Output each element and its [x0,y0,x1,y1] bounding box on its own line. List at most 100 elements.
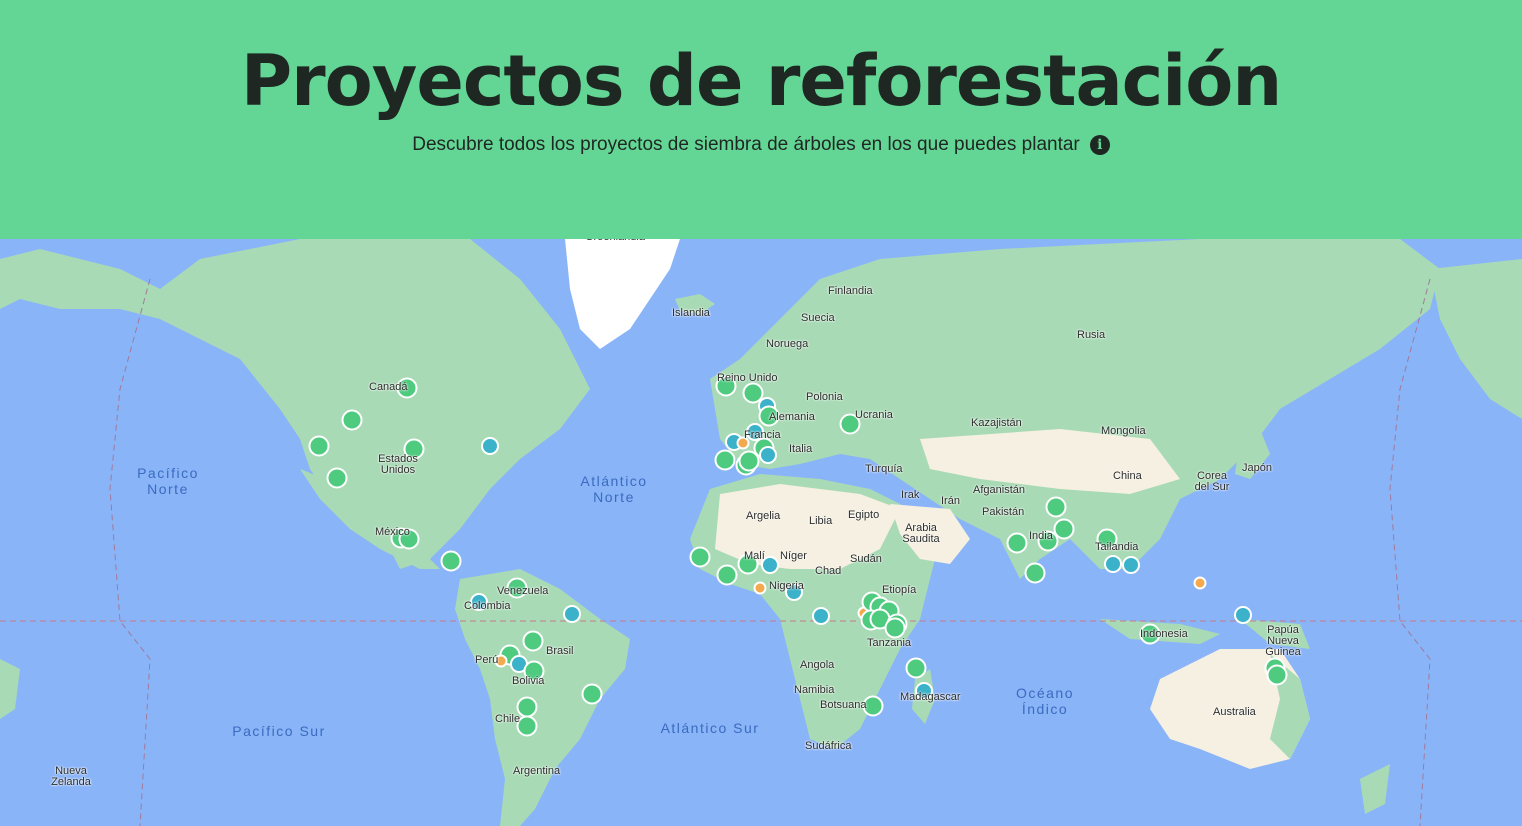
map-label-irak: Irak [901,489,920,501]
ocean-label-pacifico-norte: Pacífico Norte [137,465,199,497]
map-label-colombia: Colombia [464,600,511,612]
map-label-papua-nueva-guinea: Papúa Nueva Guinea [1265,624,1301,658]
map-label-argelia: Argelia [746,510,781,522]
map-label-tailandia: Tailandia [1095,541,1139,553]
map-label-ucrania: Ucrania [855,409,893,421]
project-marker[interactable] [1104,555,1122,573]
map-label-nueva-zelanda: Nueva Zelanda [51,765,91,788]
map-label-estados-unidos: Estados Unidos [378,453,418,476]
map-label-corea-del-sur: Corea del Sur [1194,470,1230,493]
ocean-label-atlantico-norte: Atlántico Norte [580,473,648,505]
project-marker[interactable] [761,556,779,574]
map-label-angola: Angola [800,659,835,671]
world-map[interactable]: Groenlandia Islandia Finlandia Suecia No… [0,239,1522,826]
map-label-alemania: Alemania [769,411,815,423]
project-marker[interactable] [523,660,545,682]
project-marker[interactable] [742,382,764,404]
project-marker[interactable] [308,435,330,457]
ocean-label-oceano-indico: Océano Índico [1015,685,1075,717]
map-label-italia: Italia [789,443,813,455]
project-marker[interactable] [516,696,538,718]
ocean-label-pacifico-sur: Pacífico Sur [232,723,326,739]
project-marker[interactable] [1139,623,1161,645]
project-marker[interactable] [1234,606,1252,624]
project-marker[interactable] [396,377,418,399]
map-label-brasil: Brasil [546,645,574,657]
map-label-polonia: Polonia [806,391,843,403]
project-marker[interactable] [753,581,767,595]
map-label-venezuela: Venezuela [497,585,549,597]
project-marker[interactable] [1096,528,1118,550]
map-label-indonesia: Indonesia [1140,628,1188,640]
project-marker[interactable] [1053,518,1075,540]
project-marker[interactable] [563,605,581,623]
project-marker[interactable] [812,607,830,625]
project-marker[interactable] [1266,664,1288,686]
project-marker[interactable] [1006,532,1028,554]
map-label-francia: Francia [744,429,781,441]
project-marker[interactable] [915,682,933,700]
project-marker[interactable] [715,375,737,397]
map-label-afganistan: Afganistán [973,484,1025,496]
project-marker[interactable] [1037,530,1059,552]
project-marker[interactable] [581,683,603,705]
map-label-turquia: Turquía [865,463,903,475]
project-marker[interactable] [738,450,760,472]
project-marker[interactable] [440,550,462,572]
map-label-noruega: Noruega [766,338,809,350]
project-marker[interactable] [884,617,906,639]
map-label-argentina: Argentina [513,765,561,777]
map-label-sudan: Sudán [850,553,882,565]
info-icon[interactable]: i [1089,135,1110,155]
ocean-label-atlantico-sur: Atlántico Sur [660,720,760,736]
map-label-madagascar: Madagascar [900,691,961,703]
map-label-rusia: Rusia [1077,329,1106,341]
map-label-india: India [1029,530,1053,542]
project-marker[interactable] [689,546,711,568]
project-marker[interactable] [1045,496,1067,518]
map-label-islandia: Islandia [672,307,710,319]
project-marker[interactable] [522,630,544,652]
map-label-japon: Japón [1242,462,1272,474]
project-marker[interactable] [905,657,927,679]
map-label-egipto: Egipto [848,509,880,521]
map-base [0,239,1522,826]
project-marker[interactable] [1122,556,1140,574]
project-marker[interactable] [403,438,425,460]
project-marker[interactable] [494,654,508,668]
project-marker[interactable] [862,695,884,717]
page-subtitle: Descubre todos los proyectos de siembra … [0,134,1522,156]
map-label-mongolia: Mongolia [1101,425,1146,437]
project-marker[interactable] [736,436,750,450]
project-marker[interactable] [470,593,488,611]
project-marker[interactable] [506,577,528,599]
project-marker[interactable] [341,409,363,431]
project-marker[interactable] [716,564,738,586]
page-title: Proyectos de reforestación [240,40,1282,122]
project-marker[interactable] [759,446,777,464]
project-marker[interactable] [839,413,861,435]
map-label-tanzania: Tanzania [867,637,912,649]
project-marker[interactable] [398,528,420,550]
project-marker[interactable] [758,405,780,427]
project-marker[interactable] [1193,576,1207,590]
project-marker[interactable] [785,583,803,601]
map-label-namibia: Namibia [794,684,835,696]
project-marker[interactable] [746,423,764,441]
map-label-pakistan: Pakistán [982,506,1025,518]
project-marker[interactable] [481,437,499,455]
project-marker[interactable] [516,715,538,737]
map-label-kazajistan: Kazajistán [971,417,1022,429]
map-label-etiopia: Etiopía [882,584,917,596]
subtitle-text: Descubre todos los proyectos de siembra … [412,134,1080,155]
project-marker[interactable] [326,467,348,489]
project-marker[interactable] [1024,562,1046,584]
map-label-reino-unido: Reino Unido [717,372,778,384]
map-label-peru: Perú [475,654,499,666]
map-label-arabia-saudita: Arabia Saudita [902,522,940,545]
project-marker[interactable] [737,553,759,575]
map-label-sudafrica: Sudáfrica [805,740,852,752]
map-label-chile: Chile [495,713,521,725]
project-marker[interactable] [714,449,736,471]
map-label-chad: Chad [815,565,842,577]
